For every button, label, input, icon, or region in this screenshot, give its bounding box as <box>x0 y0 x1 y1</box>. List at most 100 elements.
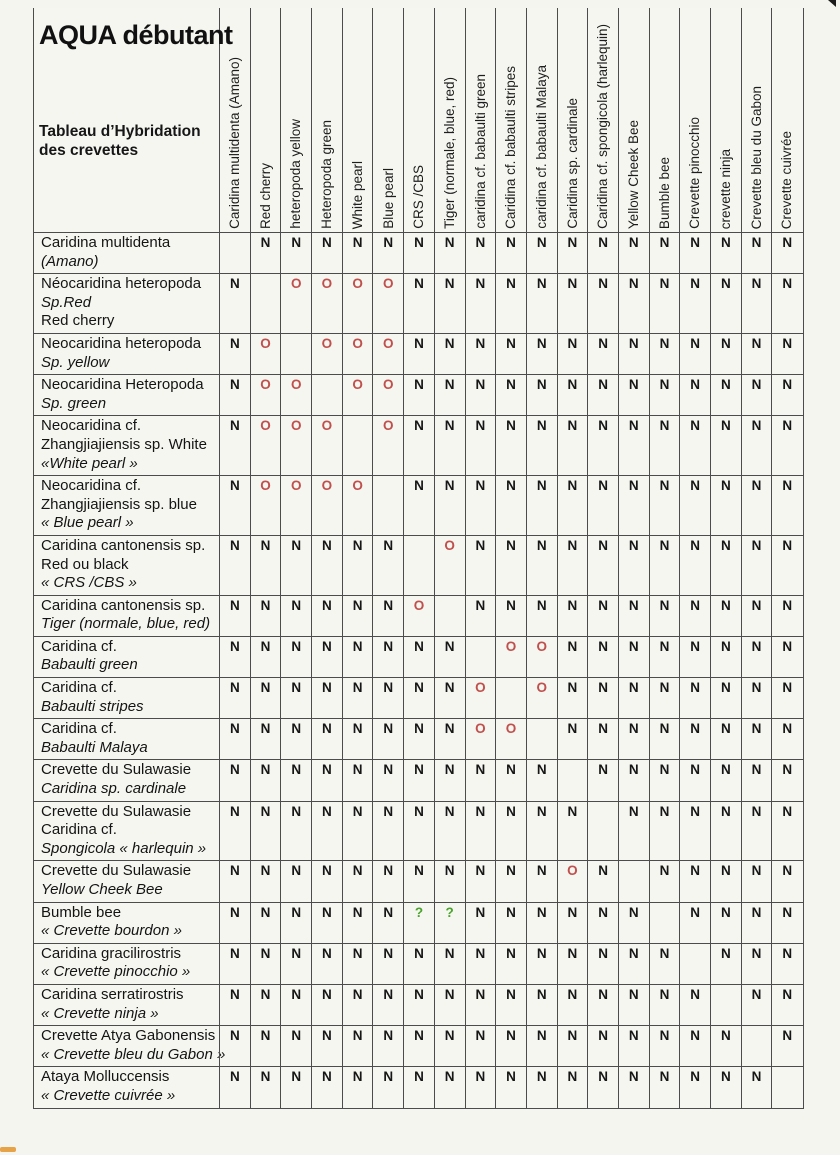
matrix-cell <box>556 760 588 801</box>
matrix-cell: O <box>341 333 373 375</box>
table-row: Neocaridina Heteropoda Sp. green N O O O O N N N N… <box>34 374 803 416</box>
column-header: Caridina cf. babaulti stripes <box>495 8 526 232</box>
matrix-cell: N <box>740 861 772 902</box>
row-label: Crevette du Sulawasie Yellow Cheek Bee <box>34 861 219 901</box>
matrix-cell: N <box>617 719 649 760</box>
column-header: Crevette pinocchio <box>679 8 710 232</box>
matrix-cell: N <box>249 984 281 1026</box>
matrix-cell: N <box>341 233 373 274</box>
matrix-cell: N <box>403 1026 434 1067</box>
column-header: Caridina sp. cardinale <box>556 8 588 232</box>
matrix-cell: N <box>556 943 588 984</box>
table-row: Neocaridina heteropoda Sp. yellow N O O O O N N N… <box>34 332 803 375</box>
matrix-cell: N <box>771 984 802 1026</box>
matrix-cell: O <box>495 719 526 760</box>
matrix-cell: N <box>587 595 618 636</box>
matrix-cell: N <box>372 801 403 861</box>
matrix-cell: N <box>372 636 403 678</box>
column-header: Blue pearl <box>372 8 403 232</box>
row-label-line: « CRS /CBS » <box>41 574 137 592</box>
matrix-cell: N <box>249 678 281 719</box>
matrix-cell: N <box>311 678 342 719</box>
matrix-cell: ? <box>403 902 434 943</box>
matrix-cell: N <box>249 902 281 943</box>
matrix-cell: N <box>648 1067 680 1108</box>
matrix-cell: N <box>464 1026 496 1067</box>
matrix-cell: N <box>617 233 649 274</box>
matrix-cell: O <box>249 476 281 535</box>
matrix-cell: N <box>556 678 588 719</box>
column-header-label: CRS /CBS <box>411 165 427 229</box>
matrix-cell: N <box>710 375 741 416</box>
matrix-cell: N <box>771 1026 802 1067</box>
column-header-label: Bumble bee <box>656 156 672 229</box>
matrix-cell: N <box>464 233 496 274</box>
row-label: Crevette du Sulawasie Caridina cf. Spongic… <box>34 802 219 861</box>
matrix-cell <box>740 1026 772 1067</box>
row-label-line: Caridina cantonensis sp. <box>41 596 206 614</box>
row-label: Caridina cantonensis sp. Tiger (normale, … <box>34 596 219 636</box>
matrix-cell: O <box>280 274 311 333</box>
matrix-cell: N <box>403 333 434 375</box>
matrix-cell: N <box>587 943 618 984</box>
matrix-cell: N <box>433 801 465 861</box>
row-label-line: Crevette du Sulawasie <box>41 802 192 820</box>
matrix-cell: N <box>525 416 557 476</box>
row-label-line: Caridina cf. <box>41 679 117 697</box>
matrix-cell: N <box>617 416 649 476</box>
matrix-cell: N <box>587 233 618 274</box>
row-label-line: Néocaridina heteropoda <box>41 275 202 293</box>
matrix-cell: N <box>341 984 373 1026</box>
matrix-cell: N <box>556 375 588 416</box>
matrix-cell: N <box>617 636 649 678</box>
matrix-cell: N <box>219 636 250 678</box>
column-header-label: Caridina cf. babaulti stripes <box>503 66 519 229</box>
column-header-label: heteropoda yellow <box>288 119 304 229</box>
matrix-cell: N <box>587 678 618 719</box>
matrix-cell: N <box>495 801 526 861</box>
matrix-cell: N <box>556 984 588 1026</box>
matrix-cell: N <box>219 760 250 801</box>
matrix-cell: N <box>464 375 496 416</box>
matrix-cell: N <box>372 984 403 1026</box>
row-label-line: «White pearl » <box>41 454 138 472</box>
matrix-cell: N <box>648 636 680 678</box>
matrix-cell: N <box>525 1067 557 1108</box>
matrix-cell: N <box>740 760 772 801</box>
matrix-cell: N <box>433 678 465 719</box>
matrix-cell: N <box>372 678 403 719</box>
matrix-cell: O <box>495 636 526 678</box>
matrix-cell: N <box>556 535 588 595</box>
matrix-cell: N <box>249 1067 281 1108</box>
matrix-cell: N <box>433 274 465 333</box>
matrix-cell: N <box>771 274 802 333</box>
matrix-cell: N <box>311 233 342 274</box>
matrix-cell: N <box>679 719 710 760</box>
row-label-line: Caridina cf. <box>41 637 117 655</box>
matrix-cell: N <box>771 861 802 902</box>
matrix-cell: N <box>710 233 741 274</box>
matrix-cell: N <box>372 595 403 636</box>
matrix-cell: N <box>740 233 772 274</box>
row-label-line: Neocaridina heteropoda <box>41 334 202 352</box>
matrix-cell: N <box>587 1067 618 1108</box>
table-row: Caridina cantonensis sp. Red ou black « CR… <box>34 534 803 595</box>
matrix-cell: N <box>679 636 710 678</box>
matrix-cell: N <box>495 760 526 801</box>
column-header-label: crevette ninja <box>718 148 734 229</box>
table-row: Caridina serratirostris « Crevette ninja … <box>34 983 803 1026</box>
matrix-cell: O <box>311 476 342 535</box>
matrix-cell: O <box>311 274 342 333</box>
matrix-cell: N <box>372 719 403 760</box>
matrix-cell: N <box>617 984 649 1026</box>
matrix-cell: N <box>219 274 250 333</box>
matrix-cell: N <box>710 636 741 678</box>
matrix-cell <box>311 375 342 416</box>
matrix-cell: N <box>372 861 403 902</box>
matrix-cell: N <box>249 719 281 760</box>
table-corner-cell: AQUA débutant Tableau d’Hybridation des … <box>34 8 233 232</box>
matrix-cell: N <box>525 233 557 274</box>
column-header: Crevette bleu du Gabon <box>740 8 772 232</box>
matrix-cell: N <box>710 1026 741 1067</box>
scan-artifact-corner <box>828 0 836 7</box>
